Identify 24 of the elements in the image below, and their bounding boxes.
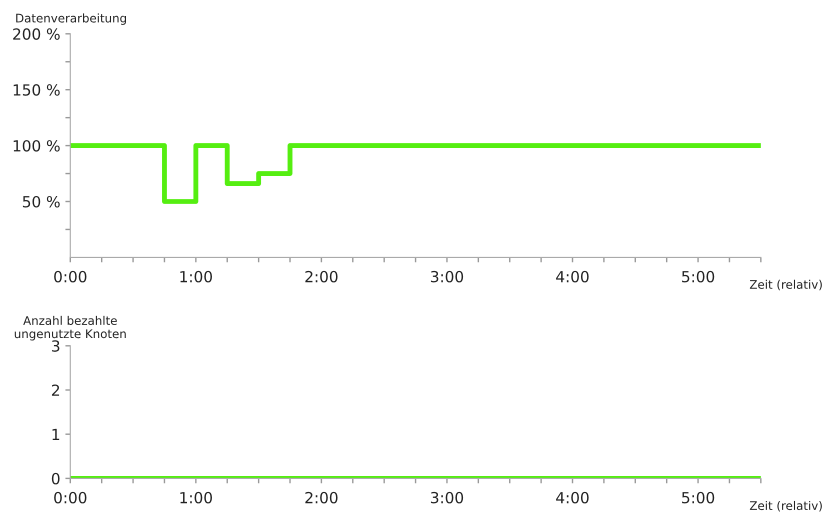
x-axis-title: Zeit (relativ)	[750, 500, 822, 512]
x-tick-label: 1:00	[180, 270, 212, 282]
x-tick-label: 1:00	[180, 492, 212, 504]
y-axis-title: Anzahl bezahlte ungenutzte Knoten	[14, 316, 126, 340]
y-axis-title: Datenverarbeitung	[16, 13, 126, 25]
y-tick-label: 50 %	[22, 196, 60, 208]
y-tick-label: 2	[52, 384, 60, 396]
y-tick-label: 200 %	[13, 28, 60, 40]
x-tick-label: 5:00	[682, 270, 714, 282]
x-axis-title: Zeit (relativ)	[750, 280, 822, 290]
x-tick-label: 4:00	[556, 270, 589, 282]
y-tick-label: 1	[52, 428, 60, 440]
x-tick-label: 3:00	[430, 492, 464, 504]
y-tick-label: 100 %	[14, 140, 60, 152]
x-tick-label: 0:00	[54, 270, 86, 282]
x-tick-label: 5:00	[682, 492, 714, 504]
x-tick-label: 2:00	[305, 492, 338, 504]
x-tick-label: 4:00	[556, 492, 589, 504]
x-tick-label: 2:00	[305, 270, 338, 282]
y-tick-label: 0	[52, 472, 60, 484]
y-tick-label: 150 %	[14, 84, 60, 96]
y-tick-label: 3	[52, 340, 60, 352]
x-tick-label: 3:00	[430, 270, 464, 282]
x-tick-label: 0:00	[54, 492, 86, 504]
